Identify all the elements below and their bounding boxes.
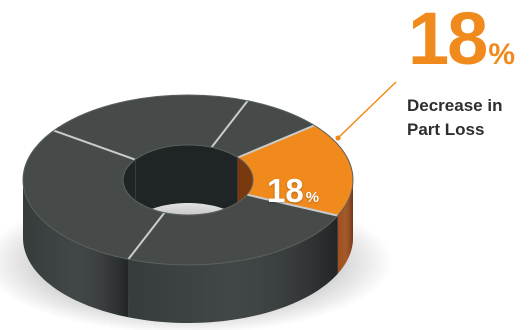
- donut-separator-3: [53, 129, 136, 161]
- donut-separator-4: [210, 100, 249, 148]
- callout-leader-line: [337, 81, 397, 139]
- callout-line-2: Part Loss: [407, 120, 485, 139]
- donut-top-layer: [23, 95, 353, 265]
- slice-label-value: 18: [267, 172, 304, 209]
- headline-unit: %: [488, 38, 515, 71]
- donut-slice-2: [23, 130, 165, 260]
- donut-hole-wall-4: [211, 147, 238, 215]
- donut-side-layer: [23, 180, 353, 323]
- donut-slice-highlighted: [237, 125, 353, 216]
- donut-side-shade-2: [23, 180, 129, 318]
- donut-inner-rim: [122, 144, 254, 216]
- donut-separator-2: [127, 212, 166, 260]
- donut-separators: [22, 94, 354, 266]
- donut-separator-1: [246, 193, 339, 217]
- callout-leader-dot: [335, 135, 341, 141]
- headline-value: 18: [408, 0, 488, 80]
- donut-outer-rim: [22, 94, 354, 266]
- donut-hole-wall-3: [135, 145, 212, 215]
- donut-separator-0: [237, 124, 315, 159]
- donut-side-shade-1: [128, 215, 338, 323]
- slice-label-unit: %: [305, 189, 320, 206]
- donut-slice-3: [53, 95, 248, 160]
- donut-side-shade-0: [337, 180, 353, 274]
- donut-slice-1: [128, 194, 338, 265]
- headline-percentage: 18%: [408, 2, 515, 76]
- callout-line-1: Decrease in: [407, 96, 503, 115]
- slice-label-highlighted: 18%: [267, 172, 319, 210]
- callout-label: Decrease in Part Loss: [407, 94, 527, 142]
